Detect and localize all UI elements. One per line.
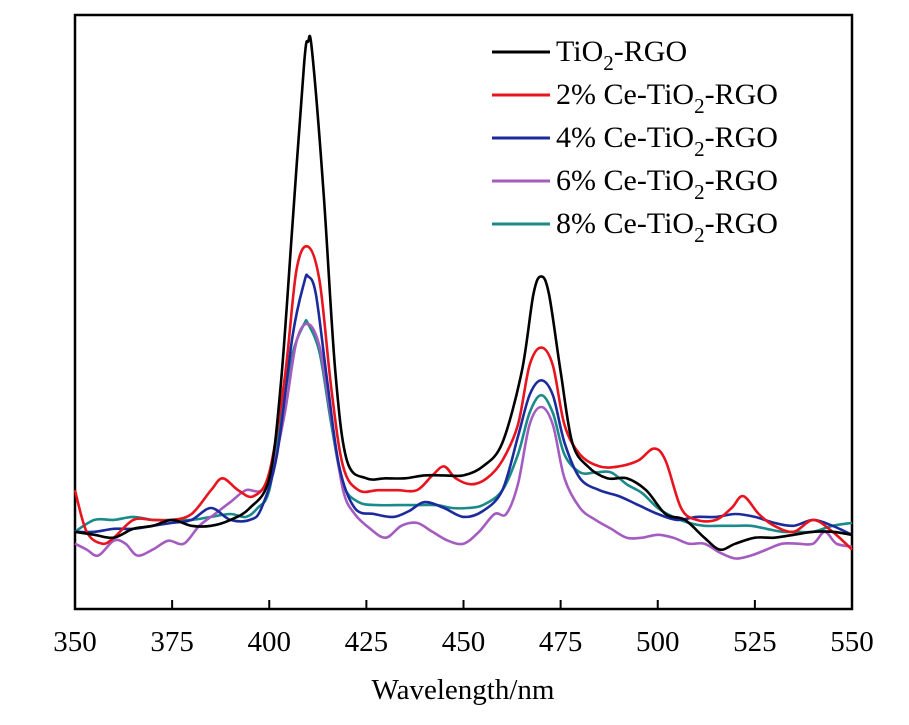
x-tick-label: 500 <box>636 626 680 658</box>
x-tick-label: 450 <box>442 626 486 658</box>
x-tick-label: 525 <box>733 626 777 658</box>
x-axis-ticks: 350 375 400 425 450 475 500 525 550 <box>53 600 874 658</box>
x-tick-label: 425 <box>345 626 389 658</box>
legend-label: 4% Ce-TiO2-RGO <box>556 121 778 161</box>
x-tick-label: 400 <box>248 626 292 658</box>
x-tick-label: 350 <box>53 626 97 658</box>
x-tick-label: 375 <box>150 626 194 658</box>
legend-label: 6% Ce-TiO2-RGO <box>556 164 778 204</box>
legend-label: 8% Ce-TiO2-RGO <box>556 207 778 247</box>
x-tick-label: 475 <box>539 626 583 658</box>
series-line <box>74 318 853 534</box>
x-axis-title: Wavelength/nm <box>372 674 555 706</box>
series-line <box>73 244 853 551</box>
series-line <box>74 273 853 536</box>
series-layer <box>73 34 853 560</box>
legend-label: TiO2-RGO <box>556 35 687 75</box>
series-line <box>74 322 853 560</box>
legend-label: 2% Ce-TiO2-RGO <box>556 78 778 118</box>
series-line <box>74 34 853 552</box>
x-tick-label: 550 <box>830 626 874 658</box>
